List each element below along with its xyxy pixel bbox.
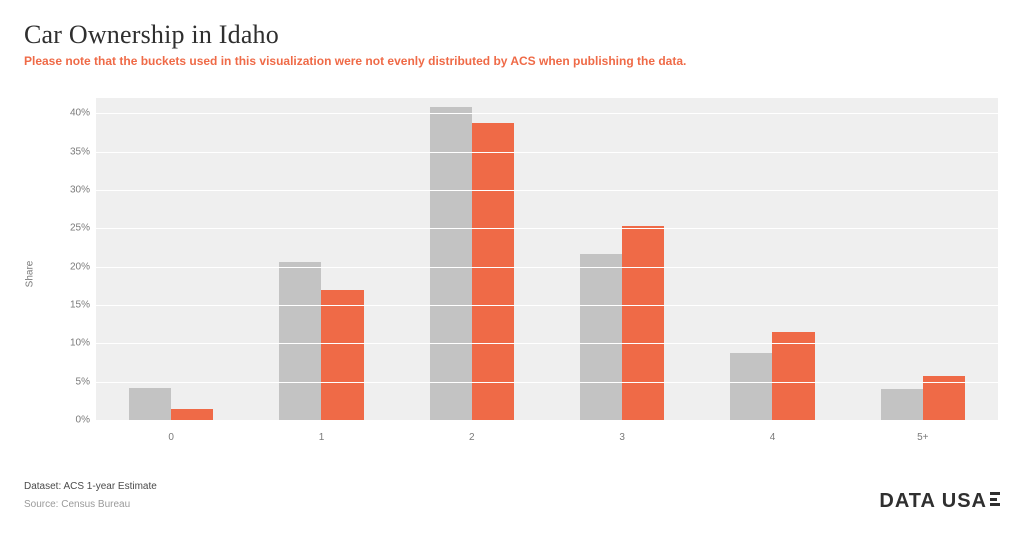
- plot-area: 0%5%10%15%20%25%30%35%40%012345+: [96, 98, 998, 420]
- y-tick-label: 15%: [70, 300, 96, 311]
- bar-series-b: [772, 332, 814, 420]
- subtitle-note: Please note that the buckets used in thi…: [24, 54, 1000, 68]
- page-title: Car Ownership in Idaho: [24, 20, 1000, 50]
- dataset-label: Dataset: ACS 1-year Estimate: [24, 479, 157, 495]
- bar-series-b: [622, 226, 664, 420]
- grid-line: [96, 343, 998, 344]
- y-tick-label: 5%: [76, 376, 96, 387]
- data-usa-logo: DATA USA: [879, 490, 1000, 513]
- grid-line: [96, 382, 998, 383]
- bar-group: [730, 98, 814, 420]
- x-tick-label: 0: [168, 420, 174, 443]
- y-tick-label: 20%: [70, 261, 96, 272]
- bar-series-a: [881, 389, 923, 420]
- bar-series-a: [279, 262, 321, 420]
- logo-bars-icon: [990, 492, 1000, 506]
- grid-line: [96, 113, 998, 114]
- bar-series-b: [321, 290, 363, 420]
- bar-series-b: [472, 123, 514, 420]
- y-tick-label: 30%: [70, 185, 96, 196]
- chart-frame: Car Ownership in Idaho Please note that …: [0, 0, 1024, 537]
- grid-line: [96, 152, 998, 153]
- logo-text: DATA USA: [879, 490, 987, 513]
- grid-line: [96, 267, 998, 268]
- y-tick-label: 40%: [70, 108, 96, 119]
- grid-line: [96, 420, 998, 421]
- bar-group: [580, 98, 664, 420]
- grid-line: [96, 228, 998, 229]
- grid-line: [96, 305, 998, 306]
- bar-series-a: [580, 254, 622, 420]
- x-tick-label: 3: [619, 420, 625, 443]
- bar-group: [279, 98, 363, 420]
- bar-series-a: [129, 388, 171, 420]
- bar-series-a: [430, 107, 472, 420]
- bar-series-b: [171, 409, 213, 421]
- y-tick-label: 25%: [70, 223, 96, 234]
- bars-layer: [96, 98, 998, 420]
- y-axis-label: Share: [25, 261, 36, 288]
- y-tick-label: 35%: [70, 146, 96, 157]
- x-tick-label: 4: [770, 420, 776, 443]
- bar-group: [881, 98, 965, 420]
- y-tick-label: 0%: [76, 415, 96, 426]
- chart-area: Share 0%5%10%15%20%25%30%35%40%012345+: [60, 98, 998, 450]
- bar-series-a: [730, 353, 772, 420]
- bar-group: [430, 98, 514, 420]
- footer-meta: Dataset: ACS 1-year Estimate Source: Cen…: [24, 479, 157, 513]
- bar-group: [129, 98, 213, 420]
- y-tick-label: 10%: [70, 338, 96, 349]
- x-tick-label: 2: [469, 420, 475, 443]
- source-label: Source: Census Bureau: [24, 497, 157, 513]
- x-tick-label: 5+: [917, 420, 928, 443]
- grid-line: [96, 190, 998, 191]
- x-tick-label: 1: [319, 420, 325, 443]
